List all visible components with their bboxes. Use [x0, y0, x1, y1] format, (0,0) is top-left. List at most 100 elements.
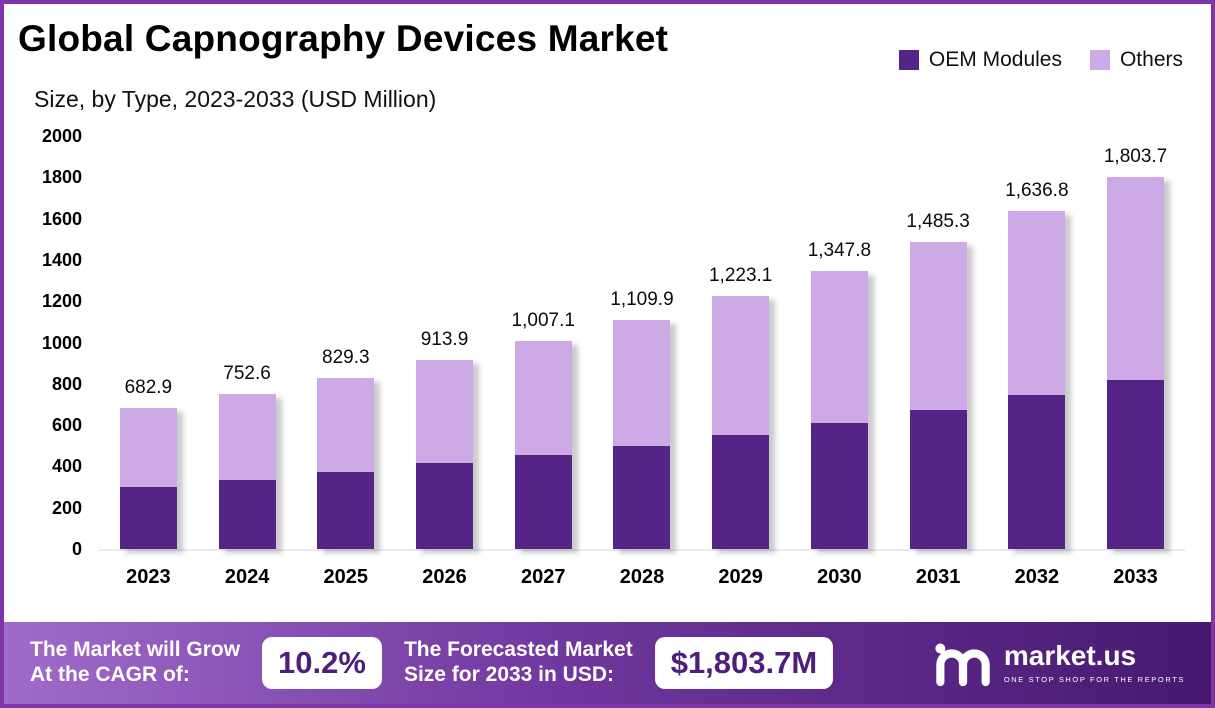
- bar-2025: 829.3 2025: [317, 346, 375, 588]
- x-label-2031: 2031: [915, 566, 961, 588]
- total-label-2033: 1,803.7: [1103, 145, 1168, 167]
- legend-swatch-others: [1089, 50, 1110, 70]
- bar-segment-oem-2031: [909, 409, 967, 549]
- y-tick-1000: 1000: [41, 332, 82, 353]
- bar-segment-others-2033: [1107, 176, 1165, 380]
- y-axis: 0 200 400 600 800 1000 1200 1400 1600 1800 2000: [4, 126, 88, 559]
- bar-stack-2032: [1008, 211, 1066, 549]
- bar-segment-oem-2027: [514, 455, 572, 549]
- cagr-value: 10.2%: [262, 637, 382, 689]
- y-tick-1800: 1800: [41, 167, 82, 188]
- x-label-2027: 2027: [520, 566, 566, 588]
- x-label-2032: 2032: [1014, 566, 1060, 588]
- market-us-logo-icon: [935, 643, 990, 686]
- y-tick-1400: 1400: [41, 249, 82, 270]
- legend: OEM Modules Others: [898, 48, 1183, 72]
- bar-stack-2023: [119, 408, 177, 549]
- bar-segment-others-2023: [119, 408, 177, 488]
- bar-stack-2026: [416, 360, 474, 549]
- y-tick-800: 800: [51, 373, 82, 394]
- brand-name: market.us: [1003, 640, 1137, 671]
- legend-label-oem-modules: OEM Modules: [928, 48, 1062, 71]
- y-tick-600: 600: [51, 415, 82, 436]
- x-label-2033: 2033: [1113, 566, 1158, 588]
- bar-stack-2027: [514, 341, 572, 549]
- total-label-2032: 1,636.8: [1005, 180, 1069, 202]
- bar-stack-2028: [613, 319, 671, 549]
- legend-item-oem-modules: OEM Modules: [898, 48, 1062, 72]
- legend-label-others: Others: [1119, 48, 1183, 71]
- y-tick-400: 400: [51, 456, 82, 477]
- bar-segment-oem-2032: [1008, 395, 1066, 549]
- bar-2024: 752.6 2024: [218, 362, 276, 588]
- total-label-2023: 682.9: [124, 377, 173, 398]
- chart-subtitle: Size, by Type, 2023-2033 (USD Million): [34, 86, 437, 112]
- x-label-2025: 2025: [323, 566, 369, 588]
- total-label-2030: 1,347.8: [807, 239, 872, 261]
- bar-2033: 1,803.7 2033: [1103, 145, 1168, 588]
- bar-segment-others-2030: [810, 270, 868, 424]
- bar-2028: 1,109.9 2028: [610, 288, 674, 588]
- page-title: Global Capnography Devices Market: [18, 18, 669, 59]
- y-tick-0: 0: [71, 539, 82, 559]
- total-label-2027: 1,007.1: [511, 310, 575, 332]
- bar-segment-oem-2028: [613, 445, 671, 549]
- footer-banner: The Market will Grow At the CAGR of: 10.…: [4, 622, 1211, 704]
- x-label-2030: 2030: [817, 566, 862, 588]
- bar-segment-oem-2025: [317, 471, 375, 549]
- bar-2023: 682.9 2023: [119, 377, 177, 588]
- total-label-2028: 1,109.9: [610, 288, 674, 310]
- bar-segment-others-2029: [712, 296, 770, 436]
- bar-stack-2031: [909, 242, 967, 549]
- bar-segment-oem-2026: [416, 463, 474, 549]
- x-label-2029: 2029: [718, 566, 763, 588]
- bar-2029: 1,223.1 2029: [708, 265, 773, 588]
- y-tick-1200: 1200: [41, 291, 82, 312]
- bar-segment-oem-2033: [1107, 379, 1165, 549]
- forecast-value: $1,803.7M: [654, 637, 834, 689]
- bar-segment-others-2026: [416, 360, 474, 464]
- bar-stack-2029: [712, 296, 770, 549]
- brand-text: market.us ONE STOP SHOP FOR THE REPORTS: [1003, 640, 1185, 685]
- brand-tagline: ONE STOP SHOP FOR THE REPORTS: [1003, 675, 1185, 684]
- forecast-label: The Forecasted Market Size for 2033 in U…: [403, 638, 633, 686]
- bar-segment-oem-2030: [810, 423, 868, 549]
- y-tick-2000: 2000: [41, 126, 82, 146]
- x-label-2024: 2024: [224, 566, 270, 588]
- total-label-2029: 1,223.1: [708, 265, 773, 287]
- bar-segment-others-2031: [909, 242, 967, 410]
- bar-2026: 913.9 2026: [416, 329, 474, 588]
- bar-stack-2033: [1107, 176, 1165, 549]
- bar-segment-others-2025: [317, 377, 375, 472]
- x-label-2023: 2023: [126, 566, 171, 588]
- bar-stack-2030: [810, 270, 868, 549]
- legend-swatch-oem-modules: [898, 50, 919, 70]
- bars: 682.9 2023 752.6 2024 829.3 2025 913.9 2026 1,00…: [99, 136, 1185, 588]
- bar-segment-oem-2029: [712, 435, 770, 549]
- plot-area: 682.9 2023 752.6 2024 829.3 2025 913.9 2026 1,00…: [99, 136, 1185, 588]
- bar-2027: 1,007.1 2027: [511, 310, 575, 588]
- bar-2032: 1,636.8 2032: [1005, 180, 1069, 588]
- bar-segment-others-2028: [613, 319, 671, 446]
- bar-stack-2025: [317, 377, 375, 549]
- total-label-2026: 913.9: [420, 329, 469, 351]
- bar-segment-oem-2023: [119, 487, 177, 549]
- y-tick-200: 200: [51, 497, 82, 518]
- x-label-2028: 2028: [619, 566, 665, 588]
- total-label-2031: 1,485.3: [906, 211, 970, 233]
- total-label-2024: 752.6: [223, 362, 271, 384]
- x-label-2026: 2026: [422, 566, 467, 588]
- bar-2031: 1,485.3 2031: [906, 211, 969, 588]
- bar-2030: 1,347.8 2030: [807, 239, 872, 588]
- legend-item-others: Others: [1089, 48, 1183, 72]
- bar-segment-others-2024: [218, 393, 276, 480]
- total-label-2025: 829.3: [322, 346, 370, 368]
- bar-stack-2024: [218, 393, 276, 549]
- brand: market.us ONE STOP SHOP FOR THE REPORTS: [934, 640, 1185, 686]
- y-tick-1600: 1600: [41, 208, 82, 229]
- cagr-label: The Market will Grow At the CAGR of:: [30, 638, 241, 686]
- bar-segment-others-2027: [514, 341, 572, 456]
- bar-segment-others-2032: [1008, 211, 1066, 396]
- bar-segment-oem-2024: [218, 479, 276, 549]
